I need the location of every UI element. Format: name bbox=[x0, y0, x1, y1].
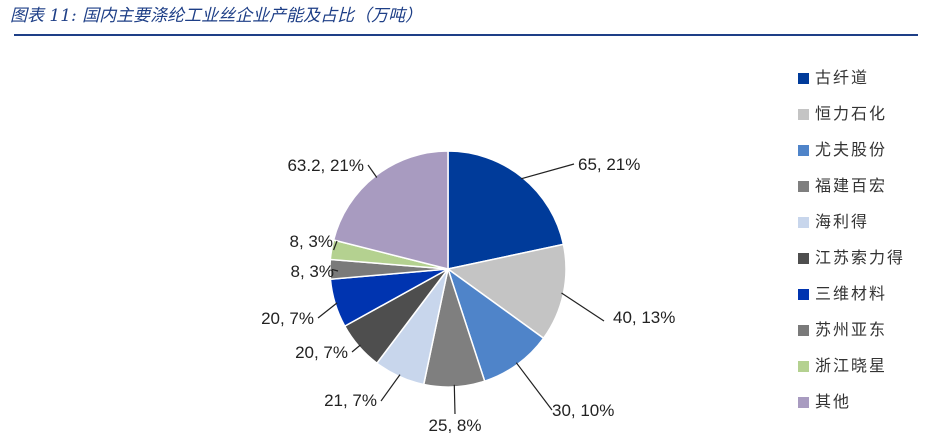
legend-swatch bbox=[798, 145, 809, 156]
legend-label: 恒力石化 bbox=[815, 104, 888, 123]
leader-line bbox=[331, 268, 339, 272]
chart-title: 图表 11: 国内主要涤纶工业丝企业产能及占比（万吨） bbox=[10, 6, 423, 26]
leader-line bbox=[317, 302, 338, 319]
leader-line bbox=[367, 164, 378, 178]
slice-e58fa4e7baa4e98193 bbox=[447, 150, 565, 270]
legend-label: 浙江晓星 bbox=[815, 356, 888, 375]
legend-label: 其他 bbox=[815, 392, 852, 411]
legend-swatch bbox=[798, 109, 809, 120]
legend-swatch bbox=[798, 289, 809, 300]
legend-label: 古纤道 bbox=[815, 68, 870, 87]
leader-line bbox=[453, 384, 456, 415]
data-label: 8, 3% bbox=[290, 232, 333, 251]
legend-swatch bbox=[798, 253, 809, 264]
leader-lines bbox=[317, 163, 605, 415]
legend-swatch bbox=[798, 217, 809, 228]
data-label: 40, 13% bbox=[613, 308, 675, 327]
legend-swatch bbox=[798, 181, 809, 192]
legend-label: 海利得 bbox=[815, 212, 870, 231]
title-divider bbox=[14, 34, 918, 36]
slice-e68192e58a9be79fb3e58c96 bbox=[446, 243, 567, 340]
pie-slices bbox=[329, 150, 567, 388]
leader-line bbox=[351, 344, 361, 353]
data-label: 63.2, 21% bbox=[287, 156, 364, 175]
legend-label: 江苏索力得 bbox=[815, 248, 906, 267]
legend-swatch bbox=[798, 361, 809, 372]
legend-label: 尤夫股份 bbox=[815, 140, 888, 159]
legend-label: 福建百宏 bbox=[815, 176, 888, 195]
data-label: 8, 3% bbox=[291, 262, 334, 281]
data-label: 25, 8% bbox=[429, 416, 482, 433]
data-labels: 65, 21% 40, 13% 30, 10% 25, 8% 21, 7% 20, 7% 2… bbox=[261, 155, 675, 433]
data-label: 21, 7% bbox=[324, 391, 377, 410]
data-label: 20, 7% bbox=[261, 309, 314, 328]
legend-swatch bbox=[798, 73, 809, 84]
legend-swatch bbox=[798, 397, 809, 408]
data-label: 30, 10% bbox=[552, 401, 614, 420]
legend-swatch bbox=[798, 325, 809, 336]
leader-line bbox=[515, 362, 553, 411]
legend-label: 苏州亚东 bbox=[815, 320, 888, 339]
leader-line bbox=[380, 374, 401, 402]
leader-line bbox=[561, 292, 605, 322]
leader-line bbox=[520, 163, 575, 180]
leader-line bbox=[333, 240, 338, 251]
data-label: 20, 7% bbox=[295, 343, 348, 362]
data-label: 65, 21% bbox=[578, 155, 640, 174]
legend-label: 三维材料 bbox=[815, 284, 888, 303]
